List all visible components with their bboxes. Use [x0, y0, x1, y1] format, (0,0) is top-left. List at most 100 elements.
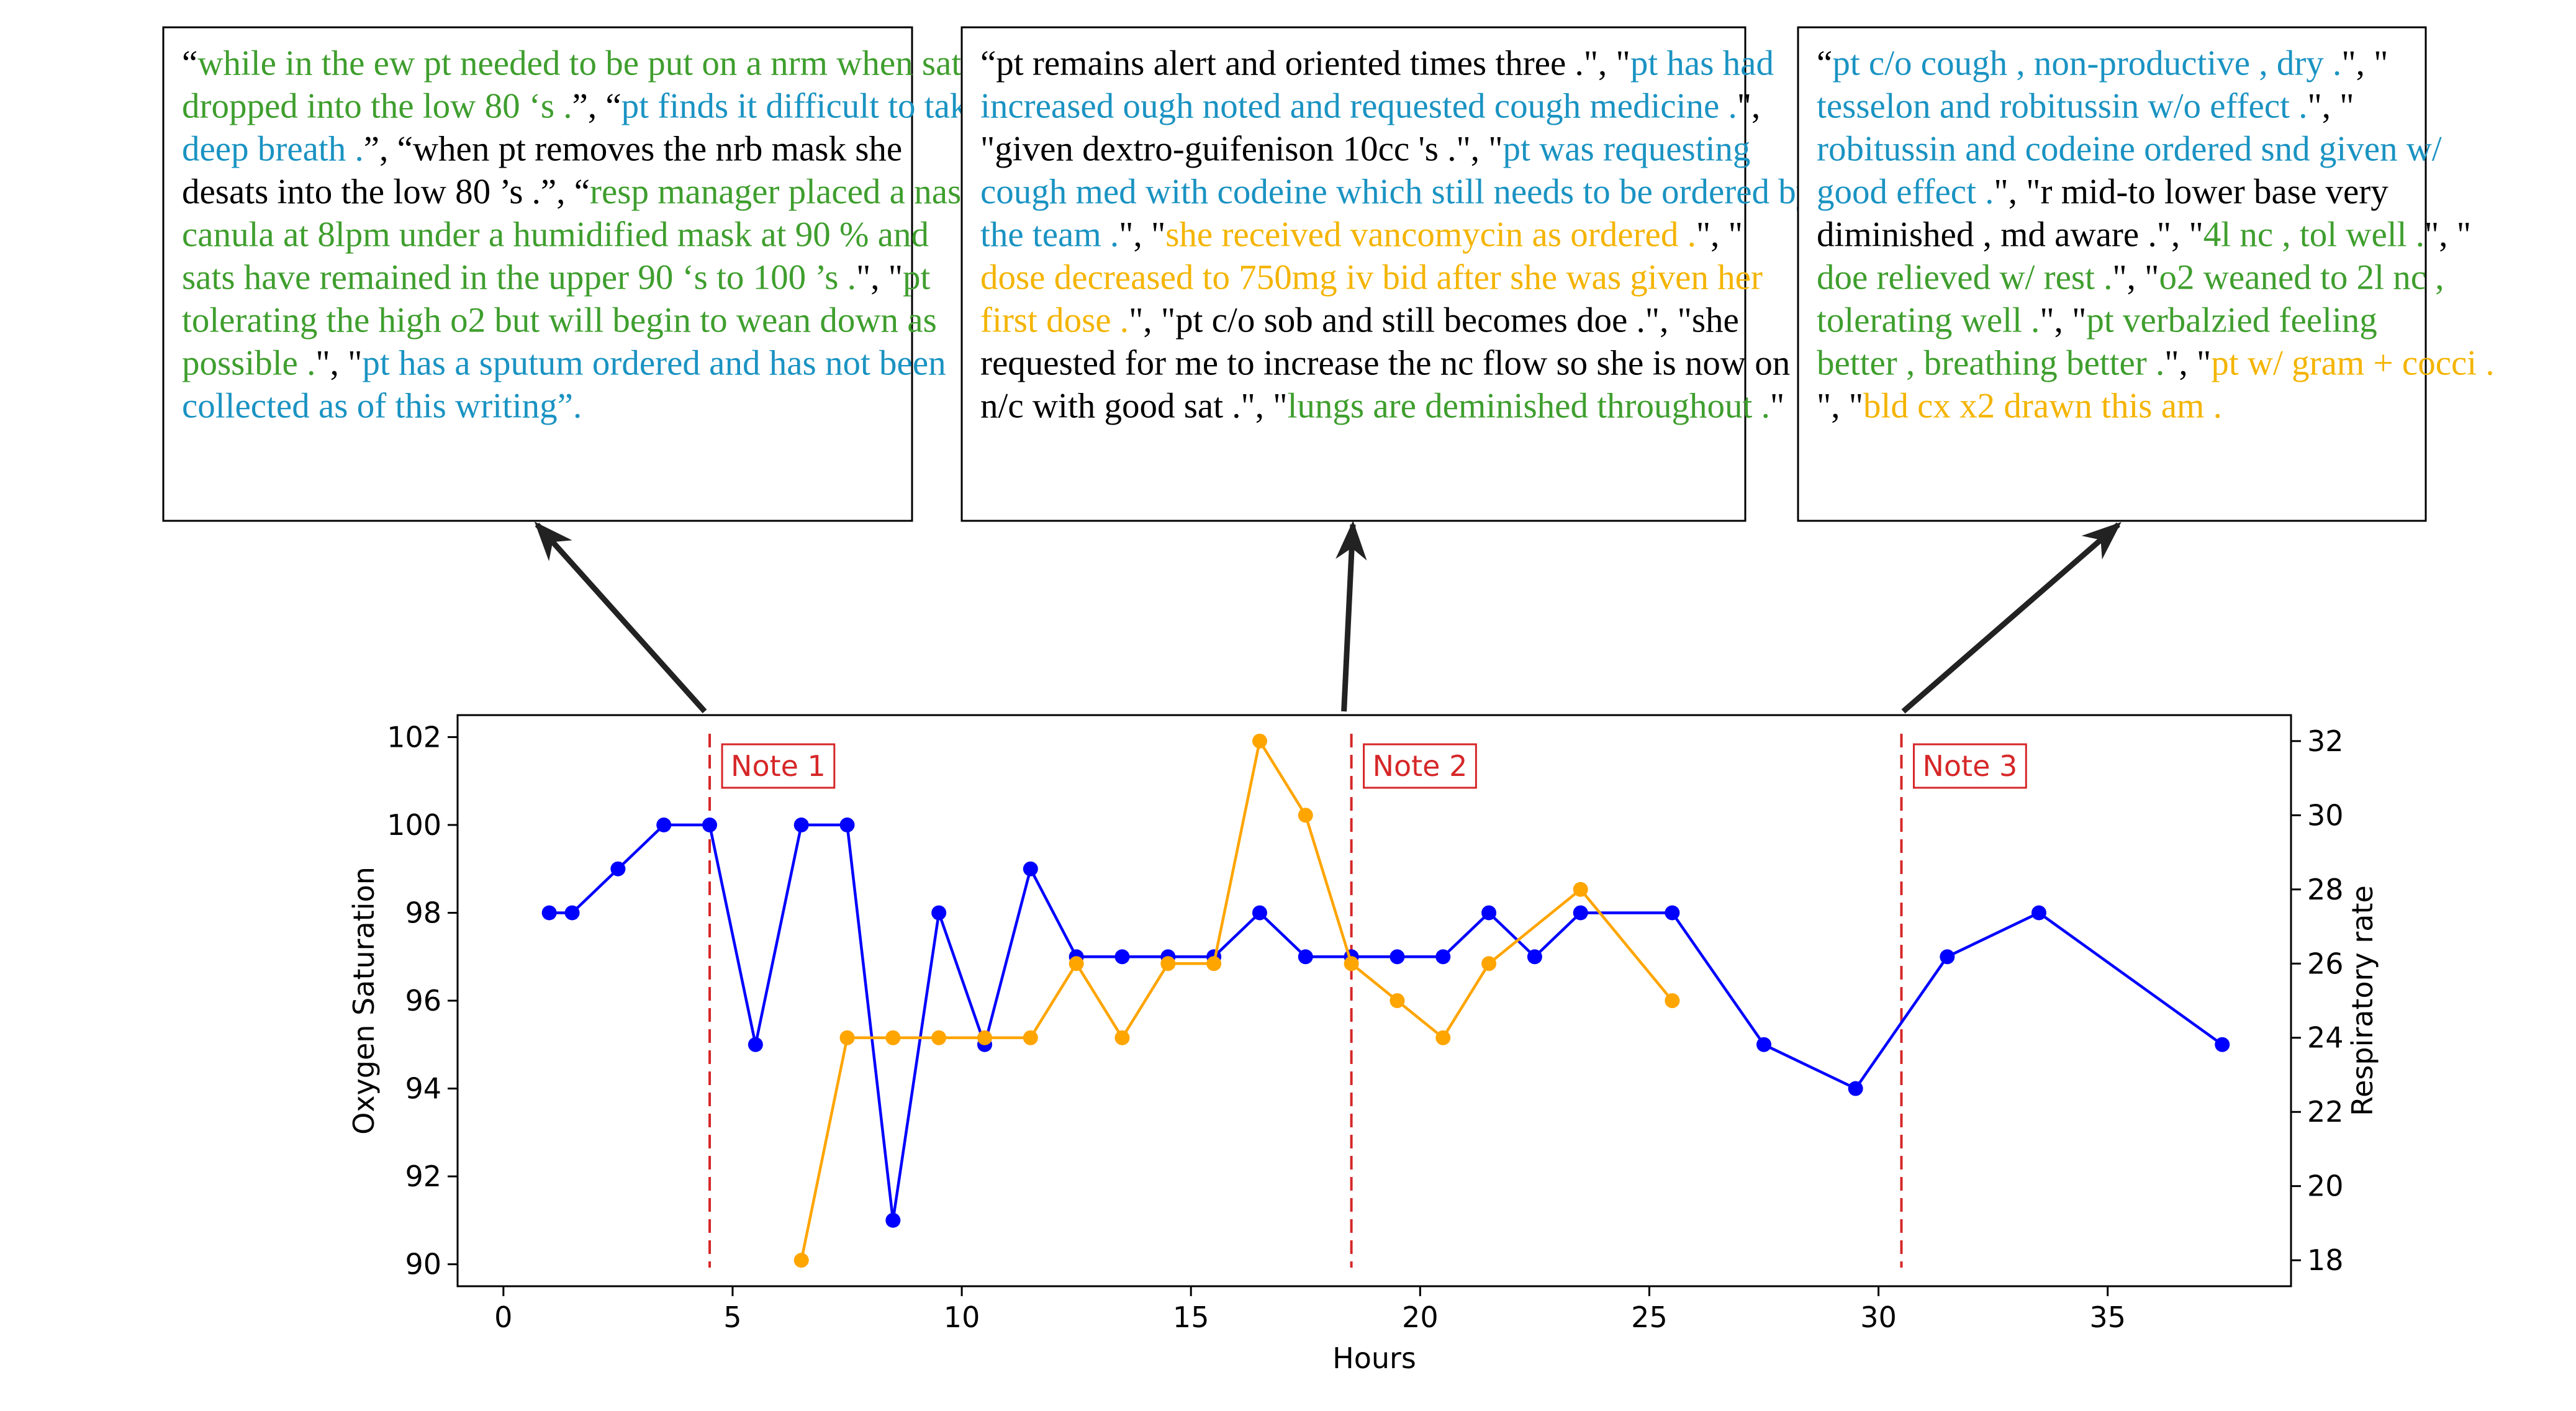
note-segment: ", " — [2164, 344, 2211, 383]
note-segment: deep breath . — [182, 130, 364, 169]
note-segment: diminished , md aware .", " — [1817, 215, 2203, 255]
note-segment: pt c/o cough , non-productive , dry . — [1832, 44, 2341, 83]
plot-frame — [456, 714, 2292, 1287]
series-point-left — [541, 905, 557, 921]
y-left-axis-label: Oxygen Saturation — [347, 867, 381, 1135]
notes-layer: “while in the ew pt needed to be put on … — [162, 26, 2495, 522]
note-1-frame — [162, 26, 913, 522]
series-point-right — [1160, 956, 1176, 971]
y-right-tick-label: 18 — [2307, 1243, 2344, 1277]
note-segment: tolerating the high o2 but will begin to… — [182, 301, 937, 340]
note-segment: tolerating well . — [1817, 301, 2040, 340]
note-segment: o2 weaned to 2l nc , — [2159, 258, 2444, 297]
y-left-tick-label: 96 — [405, 984, 441, 1017]
series-point-right — [1665, 993, 1680, 1008]
note-segment: ”, “ — [572, 87, 621, 126]
plot-layer: 0 5 10 15 20 25 30 35 90 92 94 96 98 100 102 18 20 22 24 26… — [347, 714, 2379, 1375]
series-point-left — [1665, 905, 1680, 921]
y-left-tick-label: 92 — [405, 1160, 441, 1193]
note-segment: canula at 8lpm under a humidified mask a… — [182, 215, 929, 255]
series-point-right — [1344, 956, 1359, 971]
note-marker-box — [1363, 743, 1477, 789]
note-marker-label: Note 2 — [1373, 749, 1468, 783]
note-segment: 4l nc , tol well . — [2203, 215, 2425, 255]
x-tick-label: 20 — [1402, 1301, 1439, 1334]
series-point-right — [1023, 1030, 1038, 1045]
note-segment: ", " — [315, 344, 362, 383]
note-segment: dropped into the low 80 ‘s . — [182, 87, 572, 126]
series-point-right — [1435, 1030, 1451, 1045]
y-right-tick-label: 26 — [2307, 947, 2344, 980]
note-segment: “ — [182, 44, 197, 83]
series-point-left — [564, 905, 580, 921]
callout-arrow — [1335, 520, 1367, 712]
y-left-tick-label: 90 — [405, 1248, 441, 1281]
series-point-left — [1390, 949, 1405, 965]
y-left-tick-label: 100 — [387, 808, 441, 842]
note-segment: " — [1770, 387, 1784, 426]
note-segment: ", " — [1119, 215, 1165, 255]
note-segment: increased ough noted and requested cough… — [980, 87, 1737, 126]
note-marker-box — [1912, 743, 2027, 789]
note-1-text: “while in the ew pt needed to be put on … — [182, 44, 1008, 426]
note-segment: lungs are deminished throughout . — [1288, 387, 1770, 426]
note-segment: good effect . — [1817, 173, 1994, 212]
x-tick-label: 25 — [1631, 1301, 1668, 1334]
series-point-left — [1114, 949, 1130, 965]
note-segment: pt — [903, 258, 931, 297]
note-segment: ", "r mid-to lower base very — [1994, 173, 2388, 212]
note-segment: ", — [1737, 87, 1761, 126]
series-point-right — [1573, 881, 1588, 897]
x-axis-label: Hours — [1332, 1341, 1416, 1375]
series-point-left — [748, 1037, 763, 1052]
note-segment: ", " — [2040, 301, 2086, 340]
note-segment: pt w/ gram + cocci . — [2211, 344, 2494, 383]
note-segment: she received vancomycin as ordered . — [1165, 215, 1696, 255]
series-point-right — [1298, 808, 1313, 823]
note-segment: ", " — [2425, 215, 2471, 255]
note-segment: pt has a sputum ordered and has not been — [362, 344, 946, 383]
x-tick-label: 30 — [1860, 1301, 1897, 1334]
note-segment: the team . — [980, 215, 1119, 255]
note-2-frame — [960, 26, 1747, 522]
series-point-right — [1206, 956, 1222, 971]
note-segment: cough med with codeine which still needs… — [980, 173, 1814, 212]
note-segment: resp manager placed a nasal — [590, 173, 987, 212]
series-point-left — [610, 861, 626, 877]
x-tick-label: 35 — [2089, 1301, 2126, 1334]
y-left-tick-label: 94 — [405, 1072, 441, 1106]
x-tick-label: 5 — [723, 1301, 741, 1334]
note-segment: “ — [1817, 44, 1832, 83]
note-segment: ", " — [2307, 87, 2354, 126]
series-point-right — [839, 1030, 855, 1045]
note-marker-box — [721, 743, 836, 789]
series-point-right — [931, 1030, 947, 1045]
series-point-left — [1756, 1037, 1772, 1052]
series-point-left — [1848, 1081, 1863, 1096]
x-tick-label: 10 — [944, 1301, 980, 1334]
series-point-left — [1481, 905, 1497, 921]
y-right-tick-label: 30 — [2307, 798, 2344, 832]
series-point-left — [1435, 949, 1451, 965]
note-segment: "given dextro-guifenison 10cc 's .", " — [980, 130, 1503, 169]
series-point-left — [1023, 861, 1038, 877]
series-point-left — [1940, 949, 1955, 965]
note-segment: ", " — [1696, 215, 1743, 255]
note-segment: sats have remained in the upper 90 ‘s to… — [182, 258, 856, 297]
note-segment: ", " — [1817, 387, 1863, 426]
note-segment: ”, “ — [541, 173, 590, 212]
note-marker-label: Note 1 — [731, 749, 826, 783]
note-segment: pt finds it difficult to take a — [621, 87, 1008, 126]
arrows-layer — [534, 520, 2122, 714]
series-point-left — [839, 817, 855, 832]
note-segment: better , breathing better . — [1817, 344, 2164, 383]
note-segment: robitussin and codeine ordered snd given… — [1817, 130, 2442, 169]
note-marker-2: Note 2 — [1363, 743, 1477, 789]
y-right-tick-label: 24 — [2307, 1021, 2344, 1055]
series-point-right — [1114, 1030, 1130, 1045]
note-marker-3: Note 3 — [1912, 743, 2027, 789]
note-segment: first dose . — [980, 301, 1129, 340]
note-segment: ", " — [2341, 44, 2388, 83]
series-line-left — [549, 823, 2223, 1221]
